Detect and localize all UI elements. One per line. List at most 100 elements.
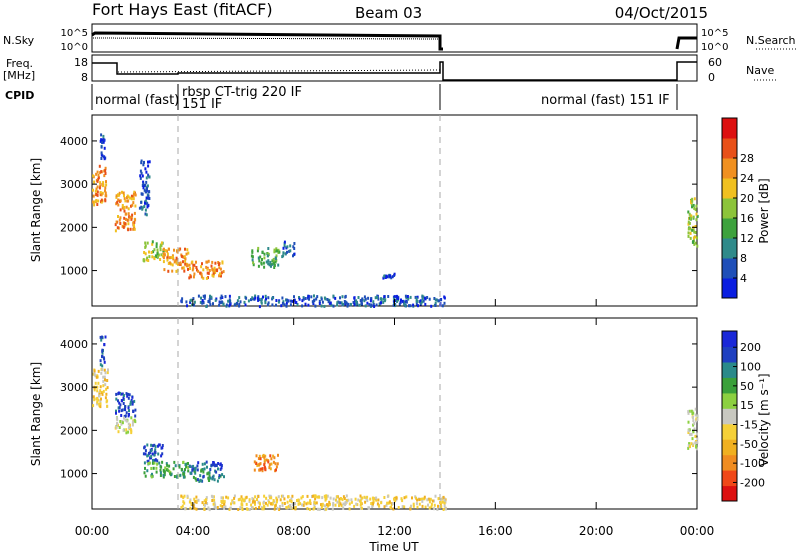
range-gate-cell	[100, 198, 103, 202]
range-gate-cell	[104, 396, 107, 400]
range-gate-cell	[96, 389, 99, 393]
range-gate-cell	[690, 442, 693, 446]
range-gate-cell	[214, 298, 217, 302]
range-gate-cell	[162, 473, 165, 477]
range-gate-cell	[180, 300, 183, 304]
range-gate-cell	[98, 402, 101, 406]
range-gate-cell	[146, 202, 149, 206]
range-gate-cell	[166, 258, 169, 262]
range-gate-cell	[199, 478, 202, 482]
range-gate-cell	[382, 276, 385, 280]
range-gate-cell	[144, 252, 147, 256]
range-gate-cell	[257, 256, 260, 260]
time-axis: 00:00 04:00 08:00 12:00 16:00 20:00 00:00	[75, 299, 714, 538]
range-gate-cell	[183, 470, 186, 474]
range-gate-cell	[271, 296, 274, 300]
range-gate-cell	[200, 265, 203, 269]
range-gate-cell	[307, 303, 310, 307]
range-gate-cell	[115, 397, 118, 401]
range-gate-cell	[383, 274, 386, 278]
range-gate-cell	[126, 394, 129, 398]
range-gate-cell	[359, 503, 362, 507]
nsky-tick-low: 10^0	[61, 42, 88, 53]
range-gate-cell	[324, 504, 326, 508]
range-gate-cell	[155, 242, 158, 246]
range-gate-cell	[145, 180, 148, 184]
range-gate-cell	[127, 195, 130, 199]
range-gate-cell	[128, 409, 130, 413]
range-gate-cell	[146, 187, 148, 191]
range-gate-cell	[156, 248, 159, 252]
range-gate-cell	[206, 472, 209, 476]
range-gate-cell	[93, 180, 96, 184]
range-gate-cell	[286, 250, 288, 254]
range-gate-cell	[276, 462, 279, 466]
range-gate-cell	[101, 364, 104, 368]
range-gate-cell	[150, 475, 153, 479]
range-gate-cell	[206, 267, 209, 271]
range-gate-cell	[283, 502, 286, 505]
range-gate-cell	[238, 304, 241, 308]
range-gate-cell	[264, 468, 267, 472]
range-gate-cell	[164, 466, 167, 470]
range-gate-cell	[211, 260, 214, 264]
y-tick-label: 2000	[60, 221, 88, 234]
range-gate-cell	[104, 335, 107, 339]
colorbar-swatch	[722, 238, 737, 259]
range-gate-cell	[165, 468, 168, 472]
range-gate-cell	[430, 505, 433, 509]
range-gate-cell	[122, 402, 125, 405]
range-gate-cell	[129, 423, 131, 427]
range-gate-cell	[416, 299, 419, 303]
range-gate-cell	[160, 454, 163, 458]
range-gate-cell	[695, 419, 698, 423]
range-gate-cell	[100, 170, 103, 174]
velocity-colorbar-label: Velocity [m s⁻¹]	[757, 373, 771, 466]
nsky-trace	[91, 31, 443, 51]
range-gate-cell	[262, 500, 265, 504]
nsearch-label: N.Search	[746, 34, 796, 47]
range-gate-cell	[101, 392, 104, 396]
range-gate-cell	[221, 261, 224, 265]
range-gate-cell	[220, 300, 223, 304]
range-gate-cell	[99, 359, 102, 363]
range-gate-cell	[107, 368, 109, 372]
range-gate-cell	[693, 242, 696, 246]
range-gate-cell	[134, 204, 137, 208]
range-gate-cell	[215, 506, 217, 510]
range-gate-cell	[133, 399, 136, 403]
range-gate-cell	[304, 302, 307, 306]
range-gate-cell	[129, 215, 132, 219]
range-gate-cell	[104, 166, 107, 170]
range-gate-cell	[256, 296, 259, 300]
range-gate-cell	[276, 506, 279, 510]
range-gate-cell	[345, 500, 348, 504]
range-gate-cell	[306, 501, 309, 505]
range-gate-cell	[687, 411, 690, 415]
range-gate-cell	[92, 200, 94, 204]
nave-label: Nave	[746, 64, 774, 77]
range-gate-cell	[259, 462, 262, 466]
range-gate-cell	[397, 297, 400, 300]
range-gate-cell	[159, 258, 162, 261]
range-gate-cell	[201, 462, 204, 466]
range-gate-cell	[423, 495, 426, 499]
range-gate-cell	[392, 303, 395, 307]
range-gate-cell	[388, 500, 391, 504]
range-gate-cell	[416, 498, 419, 502]
range-gate-cell	[694, 225, 697, 228]
range-gate-cell	[692, 416, 694, 419]
range-gate-cell	[320, 304, 323, 308]
range-gate-cell	[103, 174, 106, 178]
colorbar-swatch	[722, 361, 737, 378]
range-gate-cell	[162, 468, 165, 472]
range-gate-cell	[159, 471, 162, 475]
range-gate-cell	[392, 507, 395, 511]
range-gate-cell	[122, 394, 125, 397]
range-gate-cell	[429, 497, 432, 501]
range-gate-cell	[245, 495, 248, 499]
range-gate-cell	[694, 235, 697, 239]
range-gate-cell	[318, 507, 321, 511]
colorbar-tick-label: -100	[740, 457, 765, 470]
range-gate-cell	[117, 198, 120, 202]
